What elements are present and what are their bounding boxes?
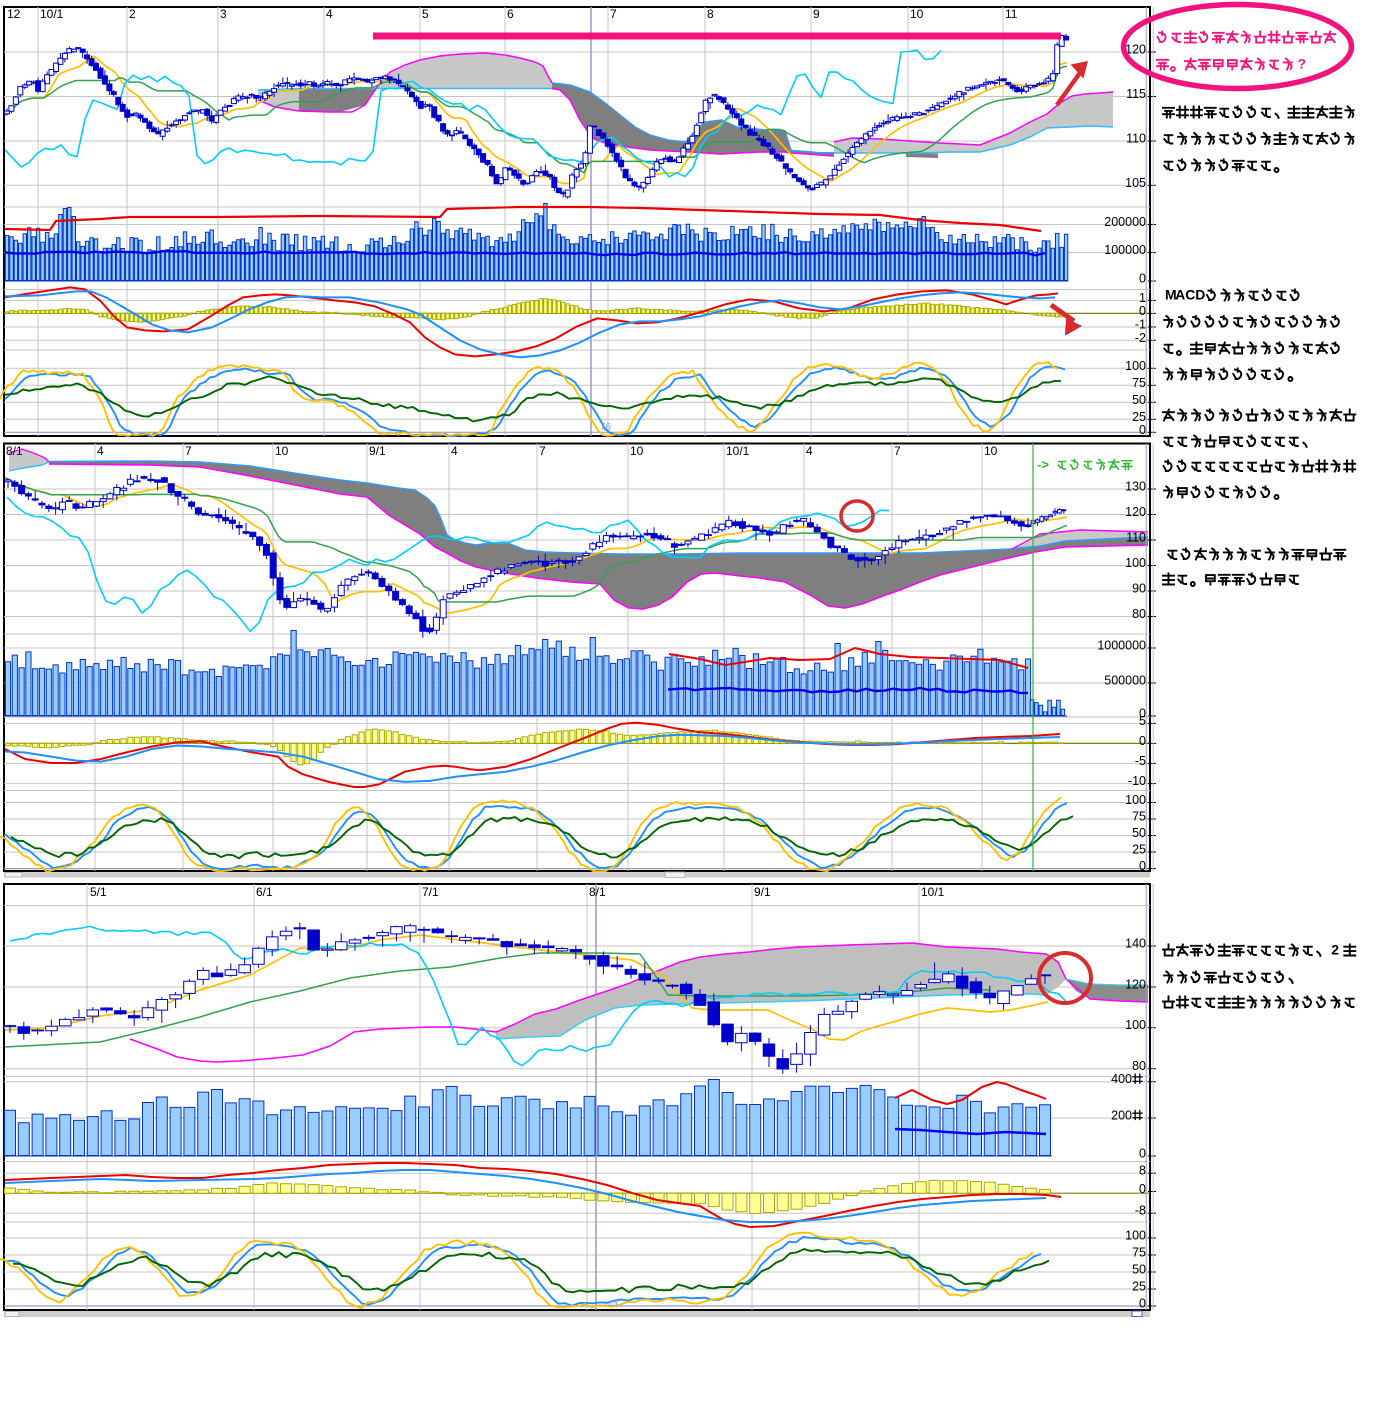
svg-text:500000: 500000: [1104, 674, 1146, 688]
svg-text:0: 0: [1139, 272, 1146, 286]
svg-text:200: 200: [1111, 1109, 1132, 1123]
svg-text:10: 10: [984, 444, 998, 458]
svg-text:140: 140: [1125, 937, 1146, 951]
svg-text:0: 0: [1139, 707, 1146, 721]
svg-text:200000: 200000: [1104, 215, 1146, 229]
svg-text:50: 50: [1132, 826, 1146, 840]
svg-text:2: 2: [1331, 942, 1339, 958]
svg-text:8/1: 8/1: [6, 444, 23, 458]
svg-text:7/1: 7/1: [422, 885, 439, 899]
svg-text:-8: -8: [1135, 1204, 1146, 1218]
svg-text:A: A: [1175, 287, 1185, 303]
svg-text:-2: -2: [1135, 331, 1146, 345]
svg-text:4: 4: [451, 444, 458, 458]
svg-text:8: 8: [1139, 1164, 1146, 1178]
svg-text:?: ?: [1298, 56, 1307, 72]
svg-text:10: 10: [630, 444, 644, 458]
svg-text:4: 4: [97, 444, 104, 458]
svg-text:105: 105: [1125, 176, 1146, 190]
svg-text:10/1: 10/1: [921, 885, 945, 899]
svg-text:7: 7: [539, 444, 546, 458]
svg-text:110: 110: [1126, 132, 1146, 146]
svg-text:-10: -10: [1128, 774, 1146, 788]
svg-text:100: 100: [1125, 556, 1146, 570]
svg-text:10: 10: [910, 7, 924, 21]
svg-text:100: 100: [1125, 359, 1146, 373]
svg-text:6: 6: [507, 7, 514, 21]
svg-text:0: 0: [1139, 304, 1146, 318]
svg-text:4: 4: [326, 7, 333, 21]
svg-text:5: 5: [422, 7, 429, 21]
svg-text:5: 5: [1139, 714, 1146, 728]
svg-text:1000000: 1000000: [1097, 639, 1146, 653]
svg-text:80: 80: [1132, 1059, 1146, 1073]
svg-text:7: 7: [610, 7, 617, 21]
svg-text:0: 0: [1139, 1147, 1146, 1161]
svg-text:10/1: 10/1: [40, 7, 64, 21]
svg-text:0: 0: [1139, 1182, 1146, 1196]
svg-text:0: 0: [1139, 1297, 1146, 1311]
svg-text:115: 115: [1126, 87, 1146, 101]
svg-text:100: 100: [1125, 793, 1146, 807]
svg-text:75: 75: [1132, 810, 1146, 824]
svg-text:110: 110: [1126, 531, 1146, 545]
svg-text:130: 130: [1125, 480, 1146, 494]
svg-text:25: 25: [1132, 843, 1146, 857]
svg-text:->: ->: [1037, 457, 1049, 472]
svg-text:6/1: 6/1: [256, 885, 273, 899]
svg-text:0: 0: [1139, 734, 1146, 748]
svg-text:25: 25: [1132, 410, 1146, 424]
svg-text:120: 120: [1125, 978, 1146, 992]
svg-text:9/1: 9/1: [754, 885, 771, 899]
svg-text:100: 100: [1125, 1018, 1146, 1032]
svg-text:-1: -1: [1135, 318, 1146, 332]
svg-text:-44: -44: [604, 1299, 619, 1310]
svg-text:M: M: [1165, 287, 1177, 303]
svg-text:9/1: 9/1: [369, 444, 386, 458]
svg-text:120: 120: [1125, 505, 1146, 519]
svg-text:100000: 100000: [1104, 243, 1146, 257]
svg-text:C: C: [1185, 287, 1195, 303]
svg-text:4: 4: [806, 444, 813, 458]
svg-text:50: 50: [1132, 1263, 1146, 1277]
svg-text:75: 75: [1132, 376, 1146, 390]
svg-text:80: 80: [1132, 607, 1146, 621]
svg-text:76: 76: [600, 422, 612, 433]
svg-text:0: 0: [1139, 859, 1146, 873]
svg-text:7: 7: [894, 444, 901, 458]
svg-text:90: 90: [1132, 582, 1146, 596]
svg-text:10: 10: [275, 444, 289, 458]
svg-text:10/1: 10/1: [726, 444, 750, 458]
svg-text:3: 3: [220, 7, 227, 21]
svg-text:8/1: 8/1: [589, 885, 606, 899]
svg-text:120: 120: [1125, 43, 1146, 57]
svg-text:50: 50: [1132, 393, 1146, 407]
svg-text:5/1: 5/1: [90, 885, 107, 899]
svg-text:75: 75: [1132, 1246, 1146, 1260]
svg-text:7: 7: [185, 444, 192, 458]
svg-text:12: 12: [7, 7, 21, 21]
svg-text:400: 400: [1111, 1072, 1132, 1086]
svg-text:0: 0: [1139, 423, 1146, 437]
svg-text:25: 25: [1132, 1280, 1146, 1294]
svg-text:11: 11: [1005, 7, 1018, 21]
svg-text:1: 1: [1139, 291, 1146, 305]
svg-text:9: 9: [813, 7, 820, 21]
svg-text:8: 8: [707, 7, 714, 21]
svg-text:-5: -5: [1135, 754, 1146, 768]
svg-text:D: D: [1195, 287, 1205, 303]
svg-text:2: 2: [129, 7, 136, 21]
svg-text:100: 100: [1125, 1229, 1146, 1243]
